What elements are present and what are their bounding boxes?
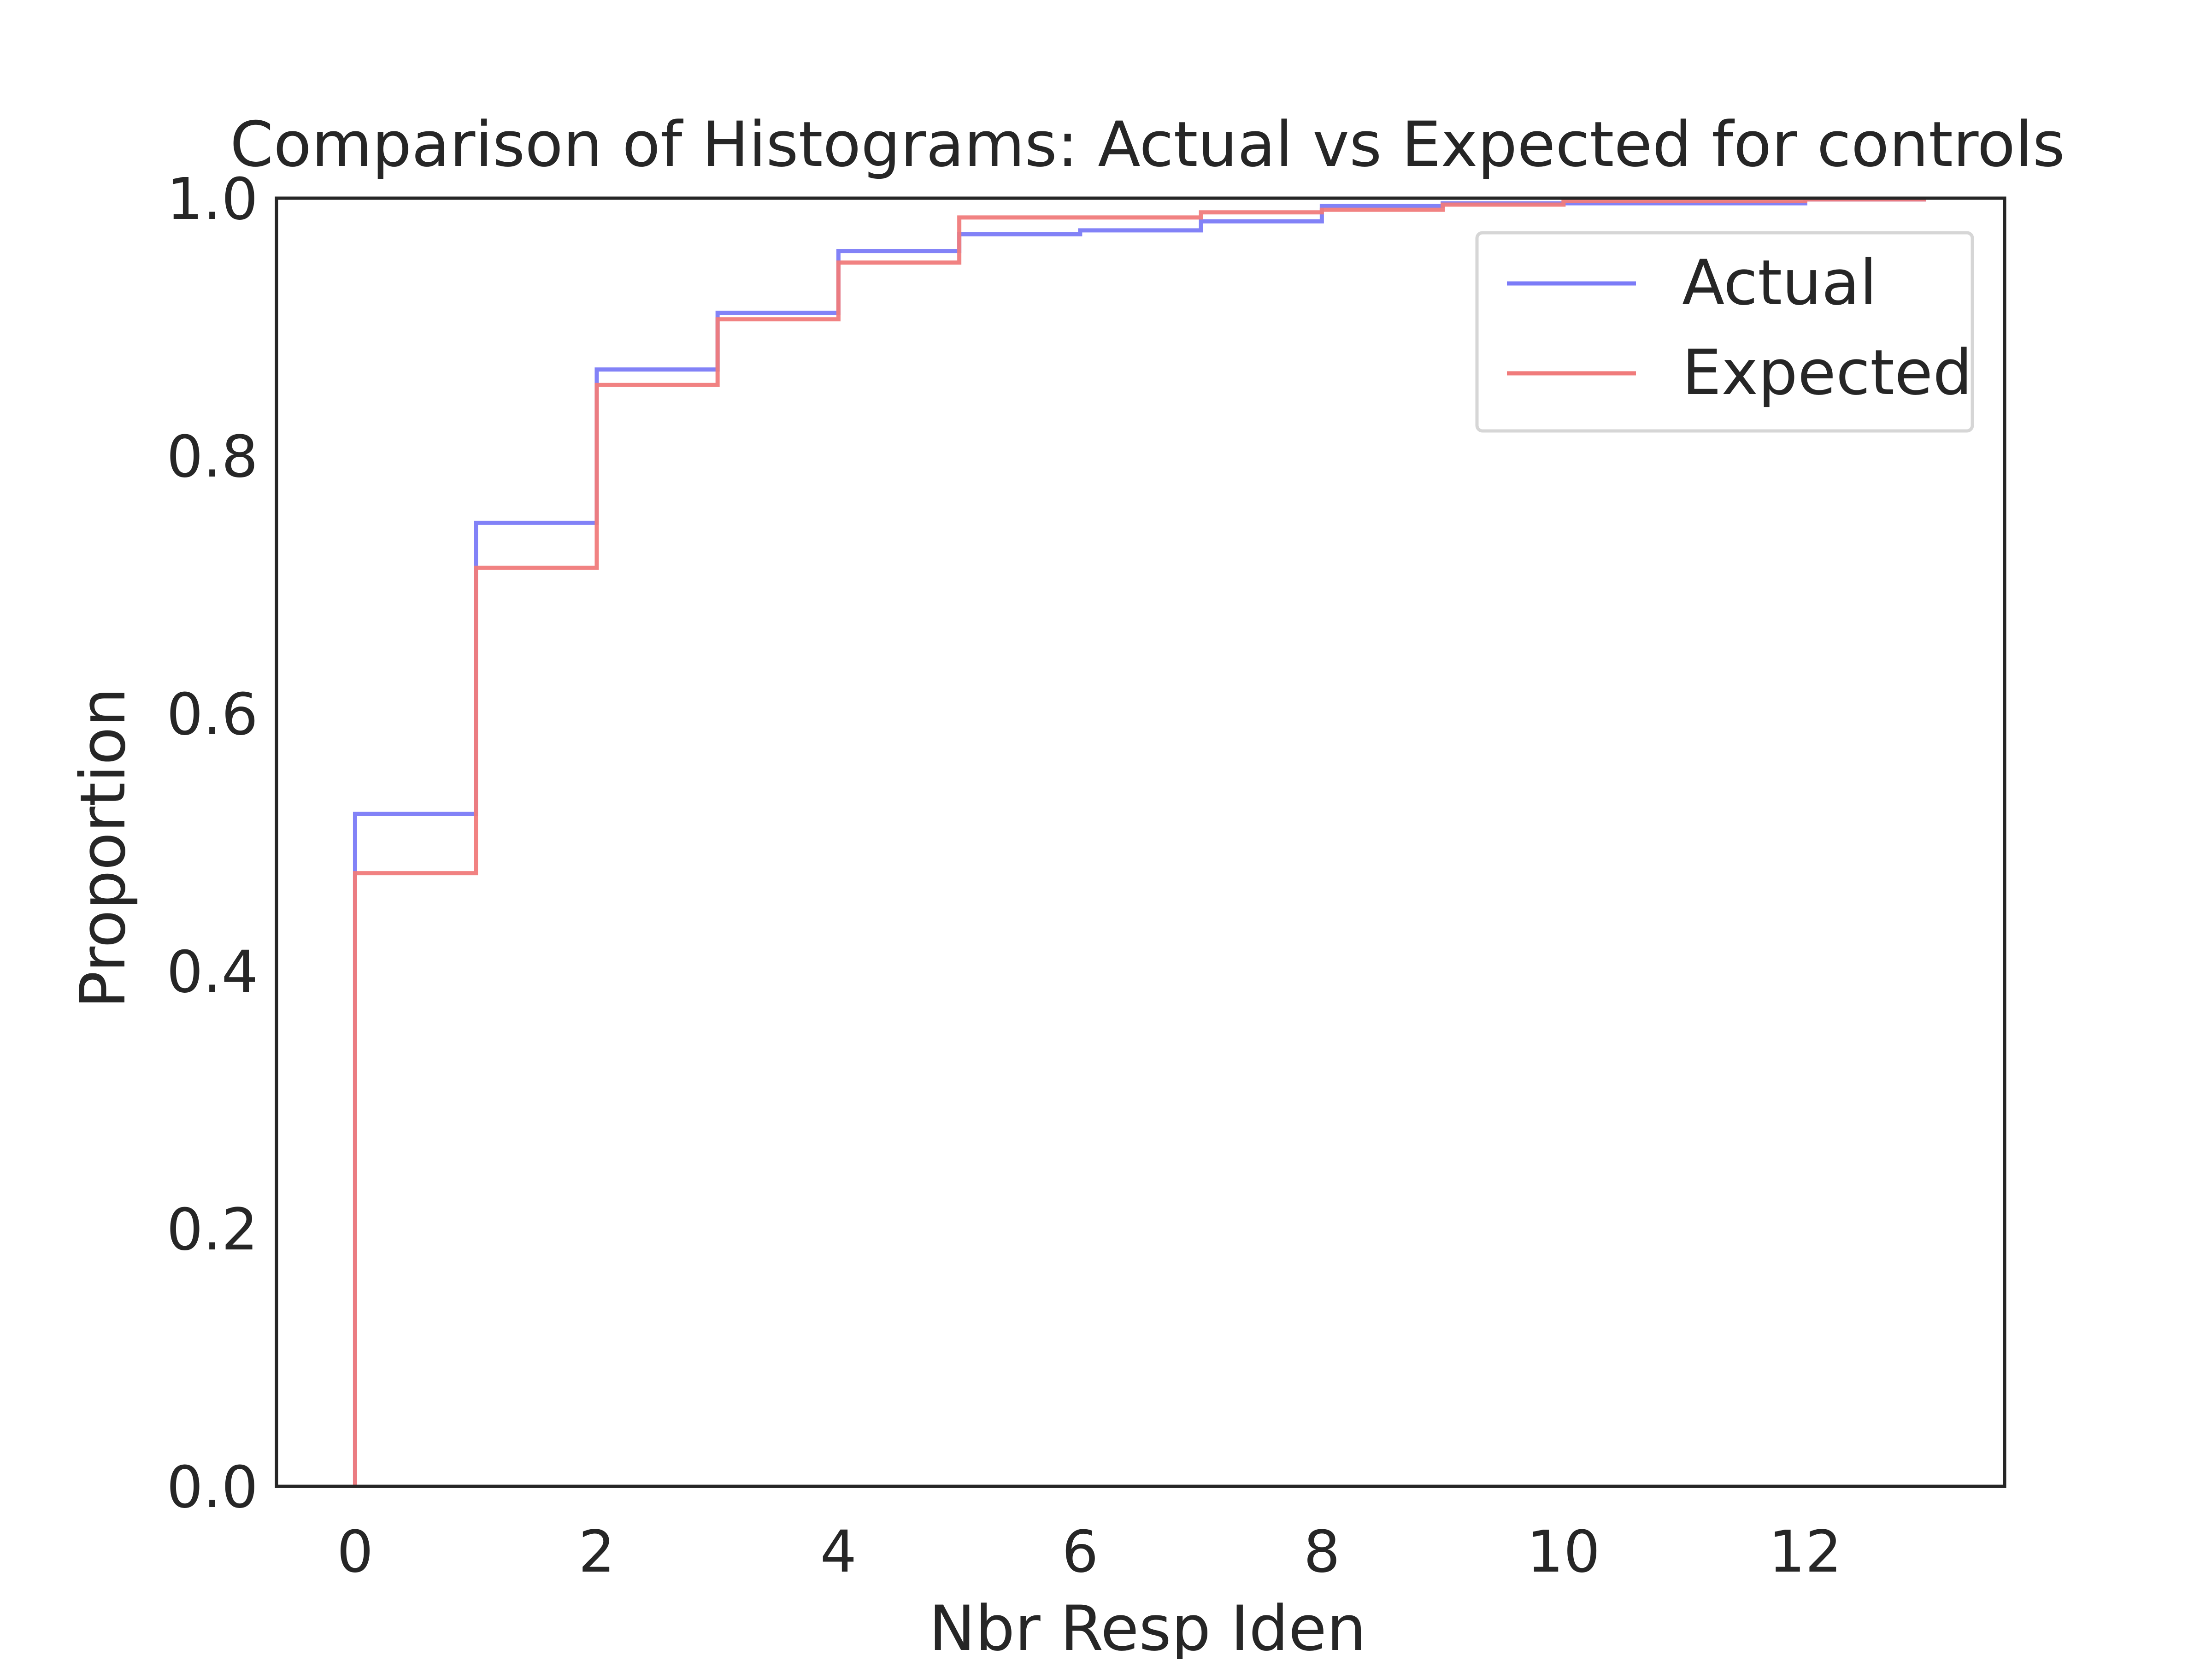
y-tick-label: 0.4 [166,939,258,1006]
x-tick-label: 4 [820,1519,857,1585]
legend-label-expected: Expected [1682,336,1972,409]
plot-area: 0 2 4 6 8 10 12 0.0 0.2 0.4 0.6 0.8 1.0 [166,166,2006,1585]
x-tick-label: 10 [1527,1519,1600,1585]
y-tick-label: 0.6 [166,681,258,748]
x-tick-label: 8 [1304,1519,1341,1585]
y-tick-label: 0.0 [166,1454,258,1521]
y-axis-label: Proportion [67,688,139,1009]
y-tick-label: 0.8 [166,424,258,490]
axes-frame [275,196,2006,1488]
y-tick-label: 0.2 [166,1196,258,1263]
y-tick-label: 1.0 [166,166,258,233]
x-tick-label: 0 [337,1519,374,1585]
x-tick-label: 12 [1769,1519,1842,1585]
x-tick-label: 2 [578,1519,615,1585]
series-line-expected [353,197,1926,1486]
x-tick-label: 6 [1062,1519,1099,1585]
legend: Actual Expected [1475,231,1974,433]
x-axis-label: Nbr Resp Iden [929,1592,1366,1659]
chart-title: Comparison of Histograms: Actual vs Expe… [230,108,2065,181]
legend-label-actual: Actual [1682,247,1877,319]
